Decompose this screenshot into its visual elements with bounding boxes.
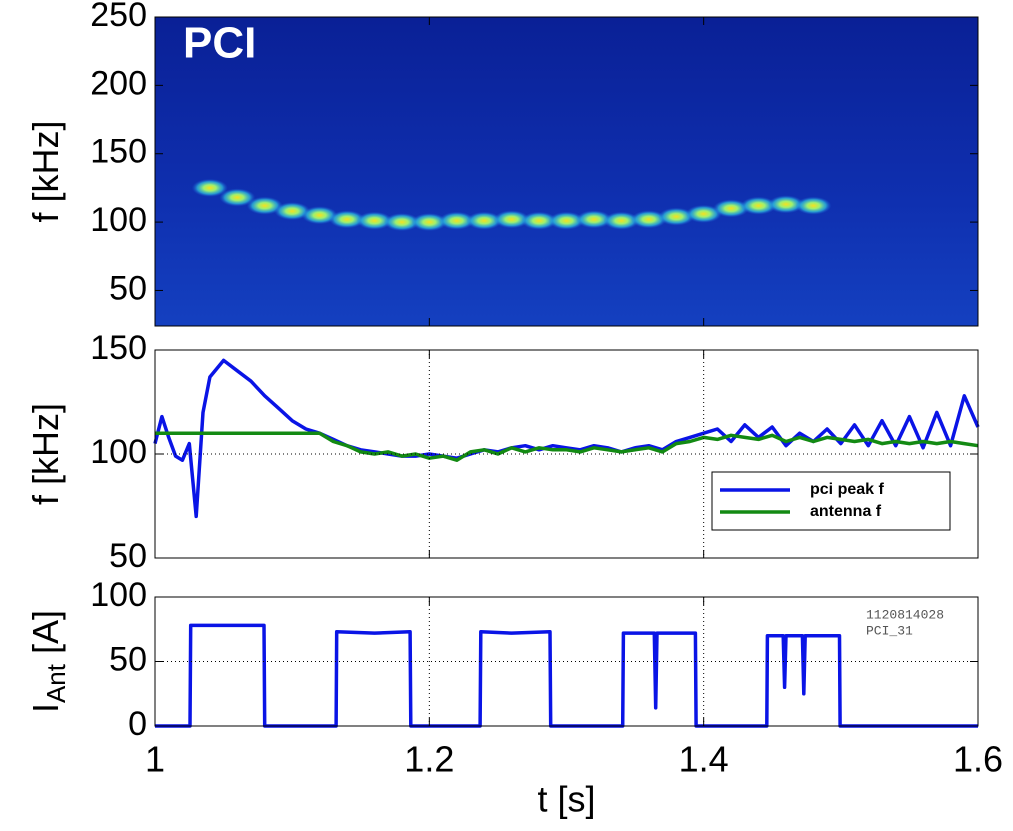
y-tick-label: 150 [90,329,147,367]
y-tick-label: 100 [90,201,147,239]
spectral-peak [795,196,832,215]
x-tick-label: 1.2 [404,739,454,780]
spectral-peak [438,211,475,230]
y-tick-label: 50 [109,537,147,575]
spectrogram-background [155,17,978,326]
spectral-peak [575,210,612,229]
spectral-peak [493,210,530,229]
y-tick-label: 250 [90,0,147,34]
y-tick-label: 100 [90,576,147,614]
y-tick-label: 50 [109,640,147,678]
series-line [153,358,980,519]
y-tick-label: 100 [90,433,147,471]
panel-label: PCI [183,19,256,68]
spectral-peak [685,204,722,223]
y-axis-label-subscript: Ant [41,663,71,703]
y-tick-label: 200 [90,64,147,102]
axes-frame [154,16,979,327]
series-line [155,431,979,462]
spectral-peak [713,199,750,218]
spectral-peak [246,196,283,215]
y-axis-label-text: f [kHz] [25,120,66,222]
spectral-peak [191,178,228,197]
annotation: 1120814028 [866,607,944,622]
spectral-peak [356,211,393,230]
x-tick-label: 1.4 [679,739,729,780]
y-axis-label-unit: [A] [25,610,66,664]
spectral-peak [767,195,804,214]
x-axis-label: t [s] [537,779,595,820]
legend-label: pci peak f [810,481,884,498]
x-tick-label: 1.6 [953,739,1003,780]
spectral-peak [411,213,448,232]
spectral-peak [658,207,695,226]
spectral-peak [383,213,420,232]
axes-frame [154,596,979,727]
y-axis-label-text: I [25,703,66,713]
series-line [155,623,978,728]
y-axis-label: IAnt [A] [25,610,71,713]
y-axis-label: f [kHz] [25,403,66,505]
spectral-peak [740,196,777,215]
y-axis-label: f [kHz] [25,120,66,222]
y-axis-label-text: f [kHz] [25,403,66,505]
spectral-peak [603,211,640,230]
spectral-peak [301,206,338,225]
y-tick-label: 0 [128,705,147,743]
legend-label: antenna f [810,503,882,520]
x-tick-label: 1 [145,739,165,780]
spectral-peak [630,210,667,229]
spectral-peak [274,202,311,221]
spectral-peak [548,211,585,230]
y-tick-label: 150 [90,133,147,171]
legend-box [711,471,951,531]
spectral-peak [466,211,503,230]
y-tick-label: 50 [109,269,147,307]
spectral-peak [329,210,366,229]
spectral-peak [219,188,256,207]
annotation: PCI_31 [866,623,913,638]
spectral-peak [521,211,558,230]
